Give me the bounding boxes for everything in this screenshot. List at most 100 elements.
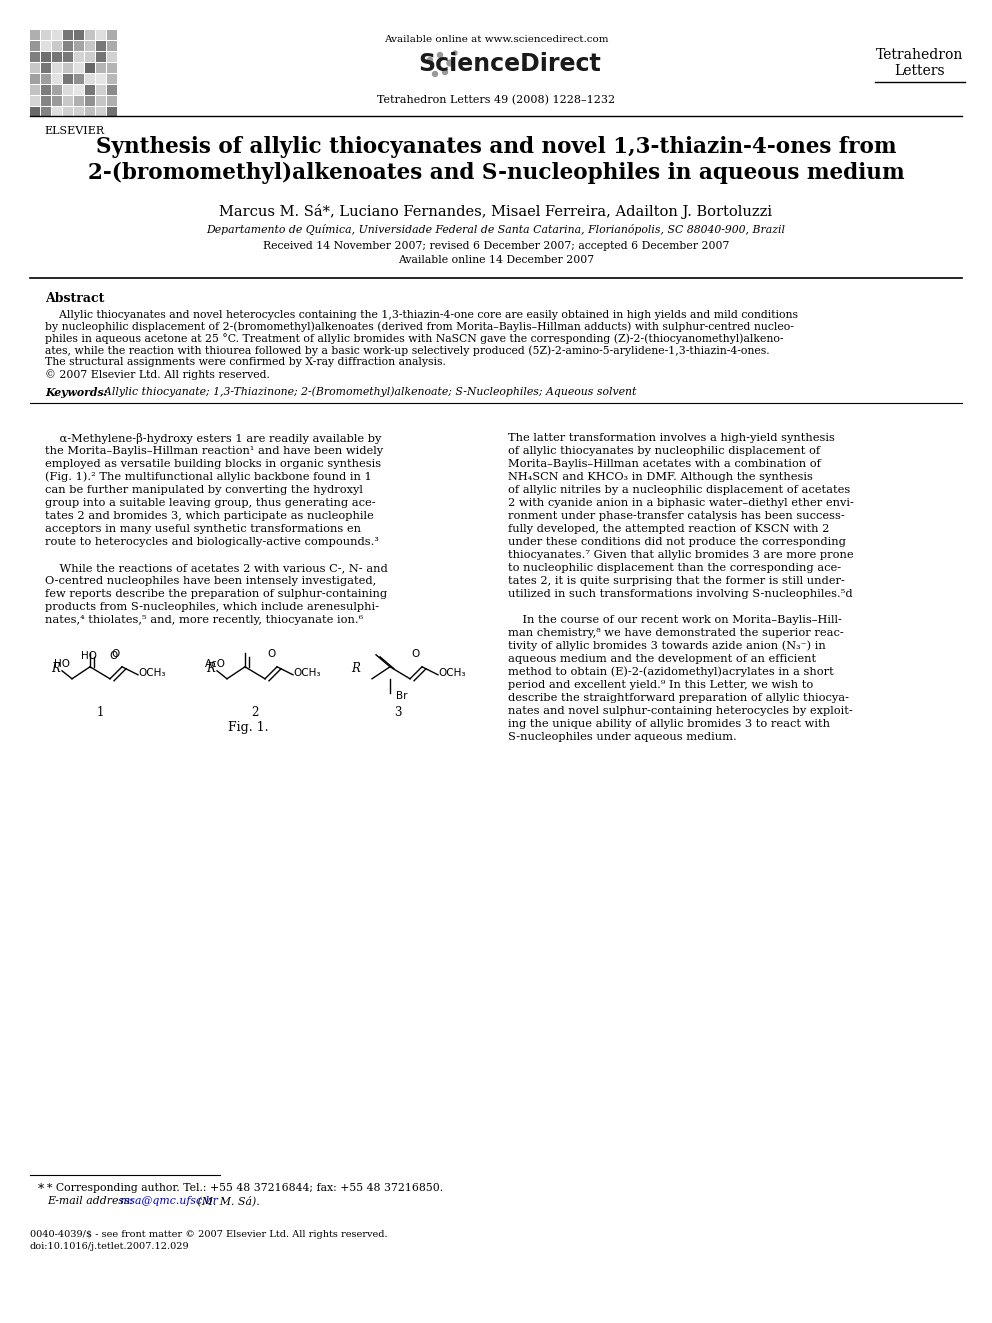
Text: msa@qmc.ufsc.br: msa@qmc.ufsc.br — [119, 1196, 218, 1207]
Text: acceptors in many useful synthetic transformations en: acceptors in many useful synthetic trans… — [45, 524, 361, 533]
Text: Tetrahedron Letters 49 (2008) 1228–1232: Tetrahedron Letters 49 (2008) 1228–1232 — [377, 95, 615, 106]
Text: tivity of allylic bromides 3 towards azide anion (N₃⁻) in: tivity of allylic bromides 3 towards azi… — [508, 640, 825, 651]
Bar — [52, 97, 62, 106]
Text: (M. M. Sá).: (M. M. Sá). — [194, 1196, 260, 1207]
Bar — [96, 107, 106, 116]
Bar — [30, 41, 40, 52]
Bar — [96, 74, 106, 83]
Text: thiocyanates.⁷ Given that allylic bromides 3 are more prone: thiocyanates.⁷ Given that allylic bromid… — [508, 550, 854, 560]
Bar — [74, 97, 84, 106]
Text: O-centred nucleophiles have been intensely investigated,: O-centred nucleophiles have been intense… — [45, 576, 376, 586]
Bar — [85, 85, 95, 95]
Text: method to obtain (E)-2-(azidomethyl)acrylates in a short: method to obtain (E)-2-(azidomethyl)acry… — [508, 667, 833, 677]
Circle shape — [433, 71, 437, 77]
Bar — [30, 85, 40, 95]
Text: of allylic nitriles by a nucleophilic displacement of acetates: of allylic nitriles by a nucleophilic di… — [508, 484, 850, 495]
Text: products from S-nucleophiles, which include arenesulphi-: products from S-nucleophiles, which incl… — [45, 602, 379, 611]
Text: S-nucleophiles under aqueous medium.: S-nucleophiles under aqueous medium. — [508, 732, 737, 742]
Bar — [52, 41, 62, 52]
Bar — [41, 74, 51, 83]
Bar — [85, 52, 95, 62]
Text: 3: 3 — [394, 705, 402, 718]
Text: E-mail address:: E-mail address: — [47, 1196, 137, 1207]
Text: Allylic thiocyanates and novel heterocycles containing the 1,3-thiazin-4-one cor: Allylic thiocyanates and novel heterocyc… — [45, 310, 798, 320]
Bar — [74, 52, 84, 62]
Bar — [74, 85, 84, 95]
Text: ELSEVIER: ELSEVIER — [44, 126, 104, 136]
Text: O: O — [112, 648, 120, 659]
Text: (Fig. 1).² The multifunctional allylic backbone found in 1: (Fig. 1).² The multifunctional allylic b… — [45, 472, 372, 483]
Text: O: O — [412, 648, 421, 659]
Text: Departamento de Química, Universidade Federal de Santa Catarina, Florianópolis, : Departamento de Química, Universidade Fe… — [206, 224, 786, 235]
Text: Letters: Letters — [895, 64, 945, 78]
Circle shape — [442, 70, 447, 74]
Bar — [96, 41, 106, 52]
Text: Marcus M. Sá*, Luciano Fernandes, Misael Ferreira, Adailton J. Bortoluzzi: Marcus M. Sá*, Luciano Fernandes, Misael… — [219, 204, 773, 220]
Bar — [107, 85, 117, 95]
Text: AcO: AcO — [204, 659, 225, 669]
Bar — [30, 97, 40, 106]
Text: R: R — [52, 663, 61, 675]
Text: HO: HO — [54, 659, 70, 669]
Text: *: * — [38, 1183, 45, 1196]
Text: few reports describe the preparation of sulphur-containing: few reports describe the preparation of … — [45, 589, 387, 599]
Bar — [74, 30, 84, 40]
Text: 2: 2 — [251, 705, 259, 718]
Text: 1: 1 — [96, 705, 104, 718]
Bar — [107, 107, 117, 116]
Text: * Corresponding author. Tel.: +55 48 37216844; fax: +55 48 37216850.: * Corresponding author. Tel.: +55 48 372… — [47, 1183, 443, 1193]
Text: ates, while the reaction with thiourea followed by a basic work-up selectively p: ates, while the reaction with thiourea f… — [45, 345, 770, 356]
Bar — [63, 64, 73, 73]
Bar — [41, 64, 51, 73]
Text: R: R — [206, 663, 215, 675]
Text: 0040-4039/$ - see front matter © 2007 Elsevier Ltd. All rights reserved.: 0040-4039/$ - see front matter © 2007 El… — [30, 1230, 388, 1240]
Text: man chemistry,⁸ we have demonstrated the superior reac-: man chemistry,⁸ we have demonstrated the… — [508, 628, 844, 638]
Bar — [41, 52, 51, 62]
Text: α-Methylene-β-hydroxy esters 1 are readily available by: α-Methylene-β-hydroxy esters 1 are readi… — [45, 433, 381, 443]
Bar — [107, 64, 117, 73]
Bar — [52, 64, 62, 73]
Bar — [107, 97, 117, 106]
Bar — [85, 74, 95, 83]
Bar — [107, 41, 117, 52]
Text: Fig. 1.: Fig. 1. — [228, 721, 268, 734]
Text: In the course of our recent work on Morita–Baylis–Hill-: In the course of our recent work on Mori… — [508, 615, 842, 624]
Bar — [41, 85, 51, 95]
Text: NH₄SCN and KHCO₃ in DMF. Although the synthesis: NH₄SCN and KHCO₃ in DMF. Although the sy… — [508, 472, 812, 482]
Text: ing the unique ability of allylic bromides 3 to react with: ing the unique ability of allylic bromid… — [508, 718, 830, 729]
Text: Keywords:: Keywords: — [45, 386, 107, 398]
Text: Available online at www.sciencedirect.com: Available online at www.sciencedirect.co… — [384, 34, 608, 44]
Bar — [52, 52, 62, 62]
Bar — [85, 30, 95, 40]
Text: philes in aqueous acetone at 25 °C. Treatment of allylic bromides with NaSCN gav: philes in aqueous acetone at 25 °C. Trea… — [45, 333, 784, 344]
Bar — [41, 97, 51, 106]
Bar — [41, 41, 51, 52]
Bar — [96, 85, 106, 95]
Text: 2 with cyanide anion in a biphasic water–diethyl ether envi-: 2 with cyanide anion in a biphasic water… — [508, 497, 854, 508]
Bar — [52, 107, 62, 116]
Bar — [30, 74, 40, 83]
Bar — [96, 97, 106, 106]
Text: OCH₃: OCH₃ — [438, 668, 465, 677]
Bar — [63, 30, 73, 40]
Circle shape — [447, 60, 453, 66]
Bar — [85, 64, 95, 73]
Circle shape — [453, 52, 457, 56]
Bar — [74, 107, 84, 116]
Text: the Morita–Baylis–Hillman reaction¹ and have been widely: the Morita–Baylis–Hillman reaction¹ and … — [45, 446, 383, 456]
Bar — [52, 74, 62, 83]
Text: ScienceDirect: ScienceDirect — [419, 52, 601, 75]
Text: Abstract: Abstract — [45, 292, 104, 306]
Bar — [85, 97, 95, 106]
Text: The latter transformation involves a high-yield synthesis: The latter transformation involves a hig… — [508, 433, 835, 443]
Text: employed as versatile building blocks in organic synthesis: employed as versatile building blocks in… — [45, 459, 381, 468]
Text: describe the straightforward preparation of allylic thiocya-: describe the straightforward preparation… — [508, 693, 849, 703]
Bar — [107, 52, 117, 62]
Text: HO    O: HO O — [81, 651, 119, 660]
Bar — [74, 74, 84, 83]
Bar — [63, 41, 73, 52]
Bar — [30, 52, 40, 62]
Text: R: R — [351, 663, 360, 675]
Text: OCH₃: OCH₃ — [138, 668, 166, 677]
Text: The structural assignments were confirmed by X-ray diffraction analysis.: The structural assignments were confirme… — [45, 357, 445, 368]
